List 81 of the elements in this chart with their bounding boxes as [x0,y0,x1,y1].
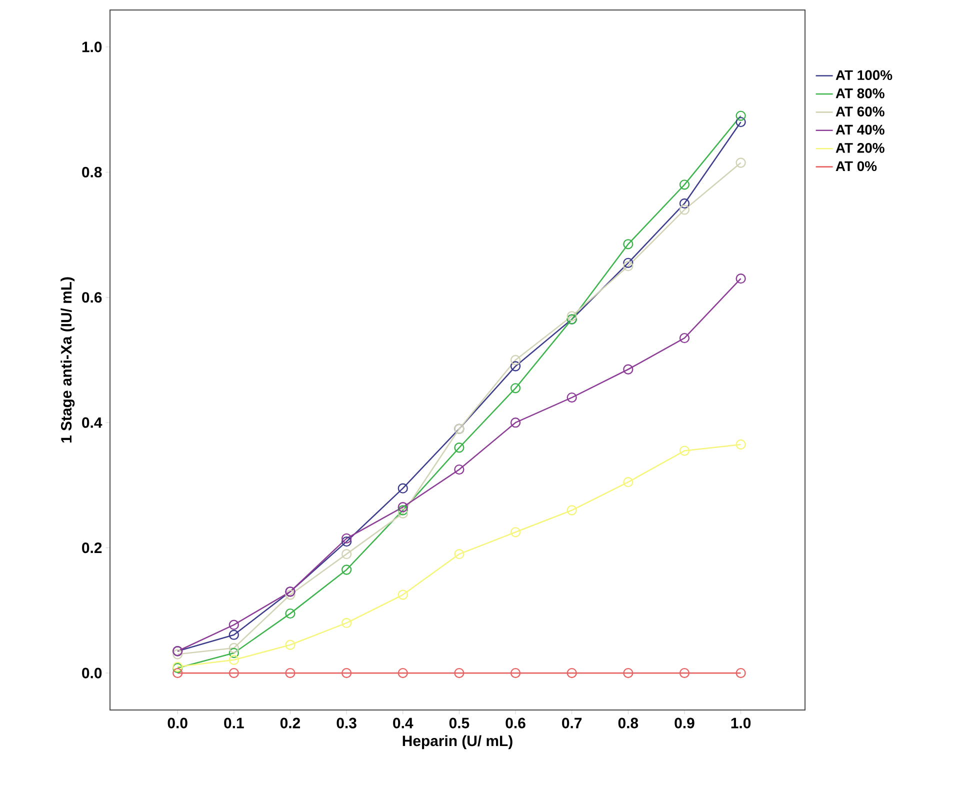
point [341,618,352,628]
point [341,668,352,678]
point [510,527,521,538]
point [623,364,634,374]
point [623,239,634,250]
point [679,198,690,209]
point [510,361,521,372]
y-tick-label: 0.4 [82,417,102,428]
y-tick-label: 0.2 [82,542,102,554]
y-tick-label: 1.0 [82,42,102,52]
point [679,332,690,344]
point [510,383,521,394]
x-tick-label: 1.0 [731,718,751,728]
point [566,668,577,678]
point [228,668,239,678]
point [566,311,577,322]
point [510,668,521,678]
x-tick-label: 0.0 [168,718,188,728]
point [623,260,634,272]
point [398,483,408,494]
point [623,258,634,268]
point [172,649,183,660]
point [454,442,464,453]
point [679,668,690,678]
x-tick-label: 0.4 [393,718,414,728]
point [736,158,746,168]
legend-label: AT 20% [836,142,884,153]
point [566,392,577,403]
legend-label: AT 80% [836,88,884,98]
point [285,668,296,678]
point [510,354,521,366]
point [736,668,746,678]
y-axis-title: 1 Stage anti-Xa (IU/ mL) [60,277,75,442]
point [736,274,746,284]
x-tick-label: 0.2 [280,718,300,728]
point [398,505,408,516]
point [623,476,634,488]
x-tick-label: 0.5 [449,718,470,728]
point [398,508,408,518]
point [623,668,634,678]
point [679,446,690,456]
x-tick-label: 0.9 [674,718,694,728]
point [736,116,746,128]
point [341,533,352,544]
x-tick-label: 0.7 [562,718,582,728]
legend-label: AT 60% [836,106,884,116]
point [454,464,464,475]
x-tick-label: 0.8 [618,718,638,728]
point [228,654,239,665]
point [398,668,408,678]
legend-label: AT 0% [836,161,877,172]
x-tick-label: 0.6 [506,718,526,728]
point [228,630,239,640]
point [454,549,464,560]
point [679,180,690,190]
point [341,536,352,547]
x-axis-title: Heparin (U/ mL) [402,735,512,750]
y-tick-label: 0.0 [82,668,102,678]
point [285,608,296,619]
x-tick-label: 0.3 [336,718,356,728]
point [679,204,690,215]
point [454,668,464,678]
point [510,418,521,428]
point [341,549,352,560]
point [736,110,746,121]
point [228,620,239,630]
point [566,505,577,516]
point [285,590,296,600]
point [285,640,296,650]
y-tick-label: 0.6 [82,292,102,303]
point [228,648,239,658]
point [398,502,408,512]
legend-label: AT 40% [836,124,884,135]
point [172,668,183,678]
x-tick-label: 0.1 [224,718,244,728]
point [736,439,746,450]
point [228,642,239,654]
y-tick-label: 0.8 [82,166,102,178]
legend-label: AT 100% [836,70,892,80]
point [398,590,408,600]
point [341,564,352,575]
